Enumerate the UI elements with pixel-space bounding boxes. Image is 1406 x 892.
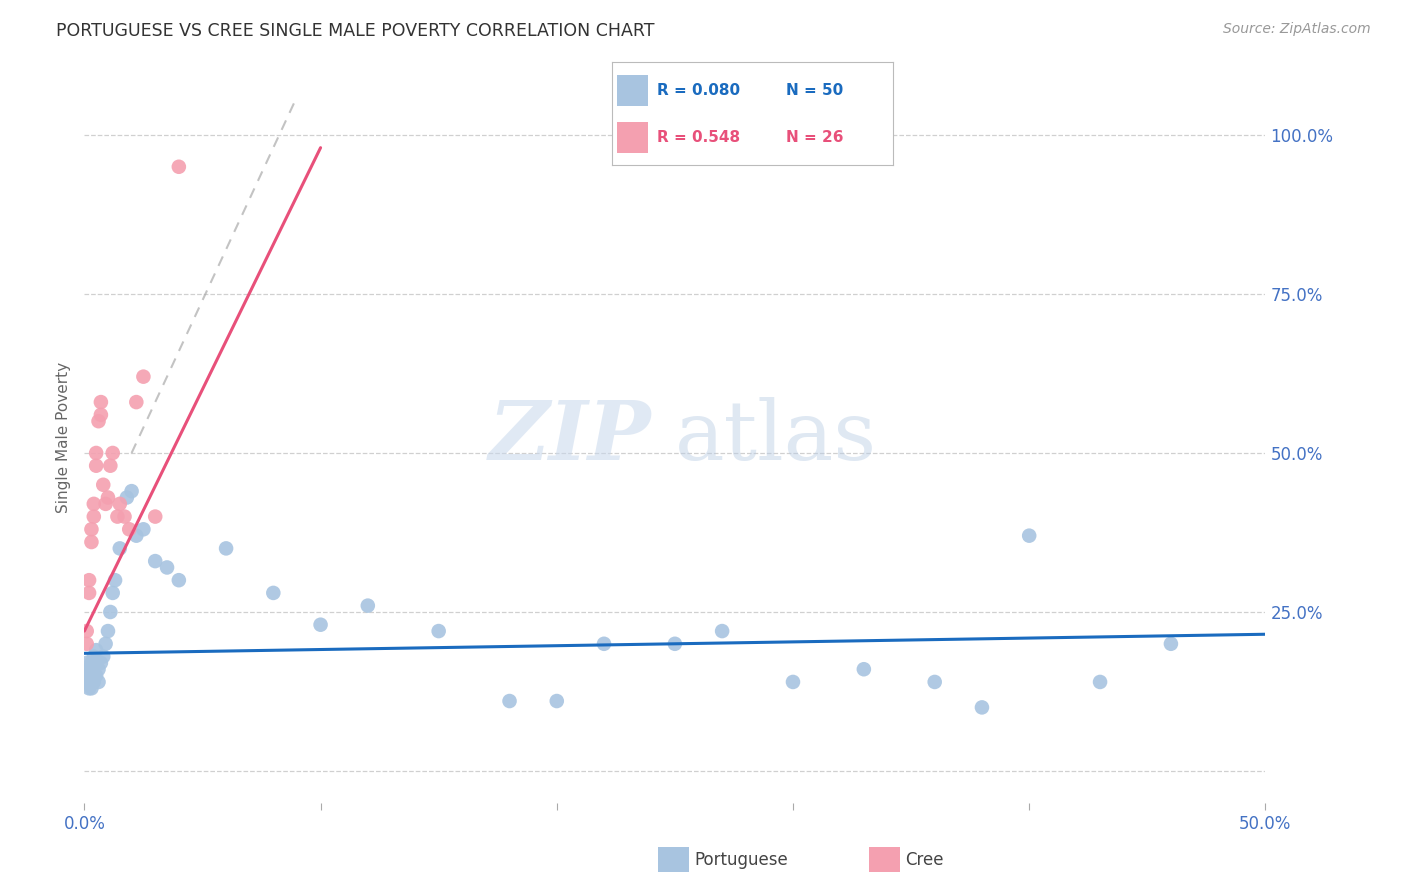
- Text: R = 0.548: R = 0.548: [657, 130, 740, 145]
- Point: [664, 637, 686, 651]
- Point: [97, 491, 120, 505]
- Point: [114, 509, 136, 524]
- Point: [101, 446, 124, 460]
- Point: [115, 491, 138, 505]
- Point: [546, 694, 568, 708]
- Point: [108, 497, 131, 511]
- Point: [1160, 637, 1182, 651]
- Point: [76, 675, 98, 690]
- Text: Portuguese: Portuguese: [695, 851, 789, 869]
- Text: PORTUGUESE VS CREE SINGLE MALE POVERTY CORRELATION CHART: PORTUGUESE VS CREE SINGLE MALE POVERTY C…: [56, 22, 655, 40]
- Point: [80, 668, 103, 682]
- Point: [97, 624, 120, 638]
- Point: [84, 458, 107, 473]
- Point: [309, 617, 332, 632]
- Point: [76, 668, 98, 682]
- Point: [498, 694, 520, 708]
- Point: [83, 649, 105, 664]
- Point: [125, 395, 148, 409]
- Point: [143, 509, 166, 524]
- FancyBboxPatch shape: [617, 75, 648, 105]
- Point: [83, 509, 105, 524]
- Point: [782, 675, 804, 690]
- Point: [77, 573, 100, 587]
- Point: [143, 554, 166, 568]
- Text: R = 0.080: R = 0.080: [657, 83, 740, 97]
- Point: [77, 675, 100, 690]
- Text: Cree: Cree: [905, 851, 943, 869]
- Point: [98, 458, 121, 473]
- Point: [90, 408, 112, 422]
- Text: N = 26: N = 26: [786, 130, 844, 145]
- Point: [125, 529, 148, 543]
- Point: [77, 681, 100, 696]
- Point: [108, 541, 131, 556]
- FancyBboxPatch shape: [617, 122, 648, 153]
- Point: [90, 656, 112, 670]
- Point: [87, 414, 110, 428]
- Point: [357, 599, 380, 613]
- Point: [427, 624, 450, 638]
- Point: [90, 395, 112, 409]
- Point: [84, 446, 107, 460]
- Text: atlas: atlas: [675, 397, 877, 477]
- Point: [76, 624, 98, 638]
- Y-axis label: Single Male Poverty: Single Male Poverty: [56, 361, 72, 513]
- Point: [107, 509, 129, 524]
- Point: [1088, 675, 1111, 690]
- Point: [83, 675, 105, 690]
- Point: [132, 522, 155, 536]
- Point: [87, 675, 110, 690]
- Point: [593, 637, 616, 651]
- Point: [924, 675, 946, 690]
- Text: N = 50: N = 50: [786, 83, 844, 97]
- Point: [76, 637, 98, 651]
- Point: [711, 624, 734, 638]
- Point: [98, 605, 121, 619]
- Point: [91, 477, 114, 491]
- Point: [118, 522, 141, 536]
- Point: [80, 522, 103, 536]
- Point: [94, 497, 117, 511]
- Point: [262, 586, 284, 600]
- Point: [91, 649, 114, 664]
- Text: ZIP: ZIP: [489, 397, 651, 477]
- Point: [104, 573, 127, 587]
- Point: [84, 656, 107, 670]
- Point: [1018, 529, 1040, 543]
- Point: [101, 586, 124, 600]
- Point: [215, 541, 238, 556]
- Point: [77, 662, 100, 676]
- Point: [94, 637, 117, 651]
- Point: [83, 497, 105, 511]
- Point: [167, 573, 190, 587]
- Point: [970, 700, 993, 714]
- Point: [132, 369, 155, 384]
- Point: [121, 484, 143, 499]
- Text: Source: ZipAtlas.com: Source: ZipAtlas.com: [1223, 22, 1371, 37]
- Point: [84, 668, 107, 682]
- Point: [87, 662, 110, 676]
- Point: [76, 656, 98, 670]
- Point: [83, 662, 105, 676]
- Point: [80, 535, 103, 549]
- Point: [77, 586, 100, 600]
- Point: [84, 643, 107, 657]
- Point: [156, 560, 179, 574]
- Point: [167, 160, 190, 174]
- Point: [80, 656, 103, 670]
- Point: [80, 681, 103, 696]
- Point: [77, 668, 100, 682]
- Point: [852, 662, 875, 676]
